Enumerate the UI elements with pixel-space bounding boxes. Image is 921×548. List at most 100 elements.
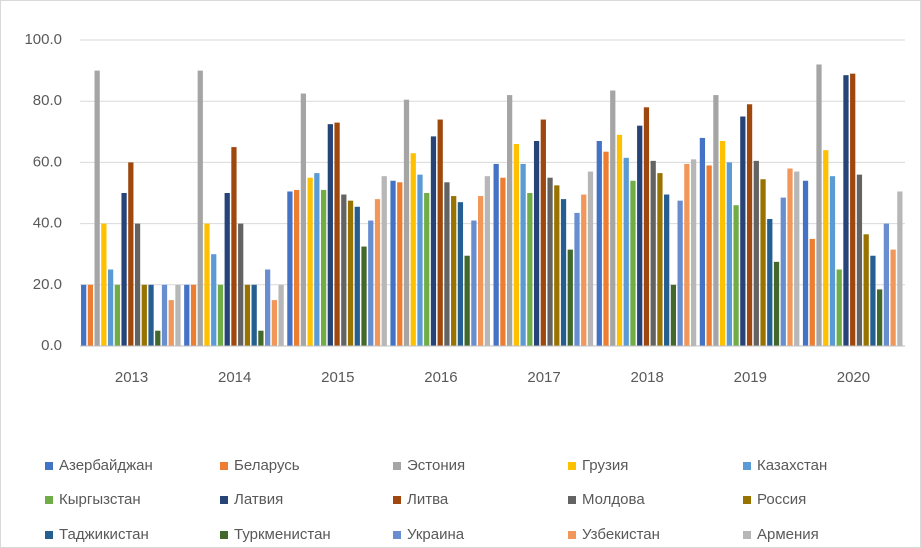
legend-label: Узбекистан [582,526,660,543]
legend-label: Латвия [234,491,283,508]
bar [493,163,499,346]
bar [670,284,677,346]
bar [843,75,849,346]
bar [773,261,780,346]
legend-label: Армения [757,526,819,543]
bar [767,219,773,346]
bar [540,119,546,346]
bar [128,162,134,346]
bar [630,180,636,346]
bar [184,284,190,346]
bar [690,159,697,346]
bar [101,223,107,346]
bar [802,180,809,346]
bar [520,163,526,346]
bar [444,182,450,346]
x-tick-label: 2018 [631,369,664,386]
bar [897,191,903,346]
bar [141,284,147,346]
bar [87,284,94,346]
y-tick-label: 80.0 [33,92,62,109]
bar [780,197,786,346]
legend-label: Молдова [582,491,645,508]
bar [836,269,842,346]
bar [643,107,650,346]
bar [361,246,367,346]
bar [477,196,484,346]
bar [94,70,100,346]
bar [794,171,800,346]
bar [417,174,423,346]
bar [368,220,374,346]
bar [251,284,257,346]
bar [294,189,300,346]
legend-swatch [568,496,576,504]
bar [354,206,360,346]
legend-swatch [743,531,751,539]
bar [244,284,251,346]
bar [437,119,443,346]
bar [677,200,683,346]
legend-label: Эстония [407,457,465,474]
bar [719,140,726,346]
bar [197,70,203,346]
bar [484,176,490,346]
bar [507,95,513,346]
legend-swatch [743,496,751,504]
bar [403,99,410,346]
bar [746,104,753,346]
bar [554,185,560,346]
bar [320,189,327,346]
bar [464,255,470,346]
legend-swatch [393,531,401,539]
bar [616,134,623,346]
legend-label: Кыргызстан [59,491,141,508]
bar [856,174,863,346]
bar [610,90,616,347]
bar [581,194,587,346]
legend-swatch [220,531,228,539]
bar [684,163,690,346]
bar [334,122,340,347]
bar [287,191,293,346]
bar [547,177,553,346]
bar [258,330,264,346]
bar [307,177,313,346]
legend-label: Казахстан [757,457,827,474]
bar [603,151,609,346]
y-tick-label: 20.0 [33,276,62,293]
bar [863,234,869,346]
bar [390,180,396,346]
bar [574,212,580,346]
bar [217,284,224,346]
y-tick-label: 100.0 [24,31,62,48]
legend-label: Грузия [582,457,628,474]
legend-label: Литва [407,491,449,508]
legend-swatch [45,496,53,504]
bar [500,177,506,346]
bar [706,165,712,346]
bar [760,179,766,346]
bar [107,269,114,346]
bar [134,223,141,346]
legend-label: Таджикистан [59,526,149,543]
x-tick-label: 2019 [734,369,767,386]
bar [314,173,320,346]
legend-swatch [45,462,53,470]
bar [155,330,161,346]
bar [471,220,477,346]
bar [560,199,567,346]
legend-label: Беларусь [234,457,300,474]
legend-swatch [393,462,401,470]
legend-swatch [220,462,228,470]
bar [81,284,87,346]
bar [513,144,519,346]
legend-label: Россия [757,491,806,508]
bar [733,205,739,346]
bar [823,150,829,346]
bar [168,300,174,346]
bar [740,116,746,346]
legend-label: Туркменистан [234,526,331,543]
bar [327,124,333,347]
bar [726,162,732,346]
